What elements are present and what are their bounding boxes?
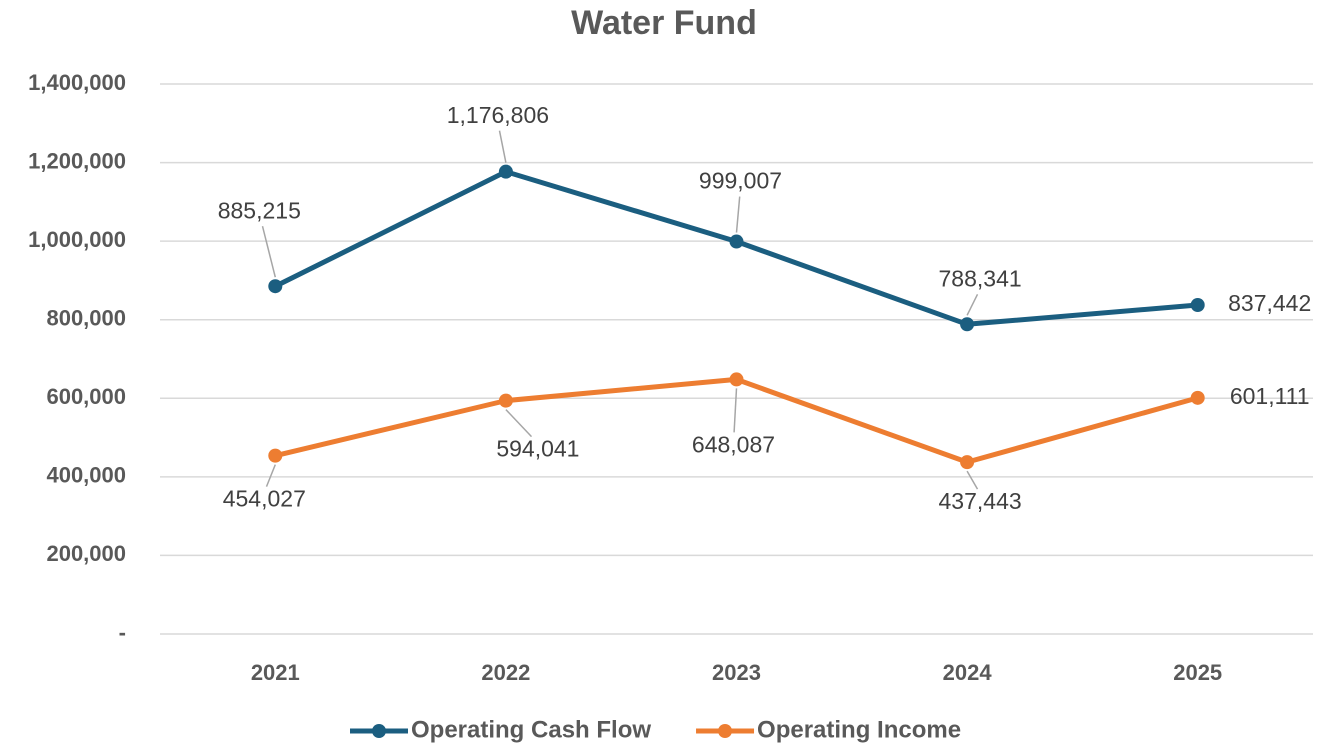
x-tick-label: 2024 [943,660,993,685]
data-label: 999,007 [699,168,782,194]
legend-marker [372,724,386,738]
marker [729,372,744,387]
y-tick-label: 400,000 [46,463,126,488]
leader-line [735,196,741,233]
data-label: 1,176,806 [447,102,549,128]
marker [268,448,283,463]
data-label: 648,087 [692,431,775,457]
x-tick-label: 2022 [481,660,530,685]
marker [1190,390,1205,405]
leader-line [733,388,738,433]
y-tick-label: 600,000 [46,384,126,409]
marker [960,455,975,470]
y-tick-label: 800,000 [46,306,126,331]
leader-line [505,409,533,438]
data-label: 885,215 [218,197,301,223]
data-label: 601,111 [1230,383,1310,409]
leader-line [261,226,277,278]
y-tick-label: 200,000 [46,541,126,566]
y-tick-label: - [119,620,126,645]
leader-line [265,464,276,487]
data-label: 454,027 [223,486,306,512]
data-label: 837,442 [1228,290,1311,316]
marker [1190,298,1205,313]
marker [729,234,744,249]
chart-title: Water Fund [571,4,757,42]
marker [498,164,513,179]
leader-line [966,293,979,316]
x-tick-label: 2021 [251,660,300,685]
x-tick-label: 2025 [1173,660,1222,685]
y-tick-label: 1,400,000 [28,70,126,95]
y-tick-label: 1,200,000 [28,148,126,173]
data-label: 437,443 [939,488,1022,514]
marker [960,317,975,332]
x-tick-label: 2023 [712,660,761,685]
y-tick-label: 1,000,000 [28,227,126,252]
legend-label: Operating Cash Flow [411,716,651,743]
data-label: 788,341 [939,265,1022,291]
leader-line [966,470,979,490]
leader-line [498,130,507,163]
legend-marker [718,724,733,738]
legend-label: Operating Income [757,716,961,743]
data-label: 594,041 [496,436,579,462]
marker [498,393,513,408]
marker [268,279,283,294]
